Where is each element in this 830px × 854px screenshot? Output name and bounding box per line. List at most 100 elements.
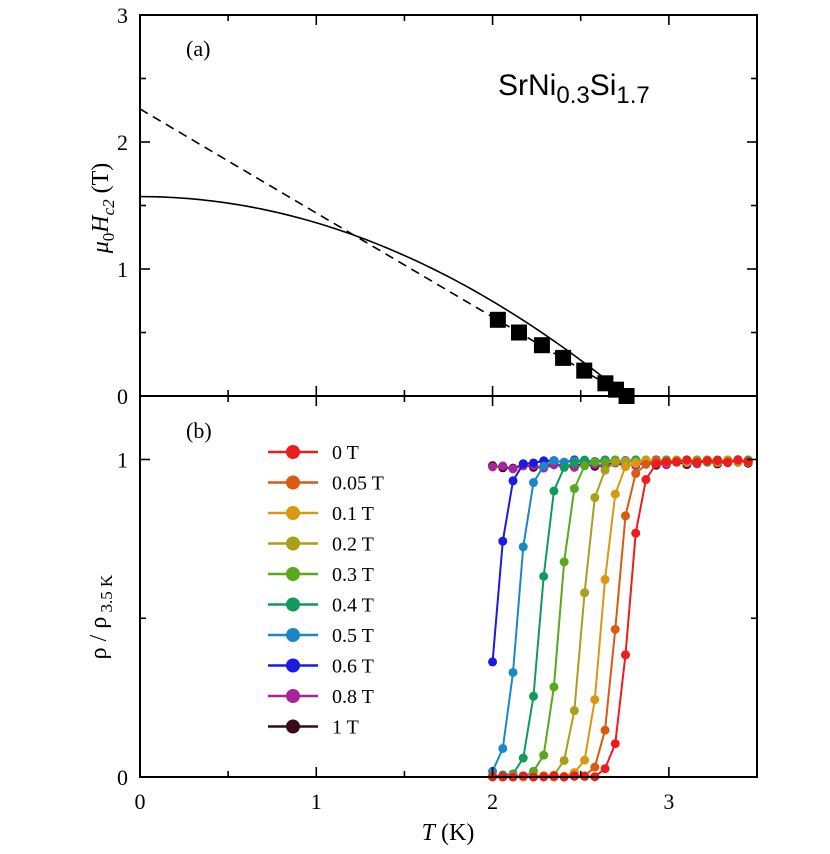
- b-frame: [139, 395, 758, 778]
- formula-sub1: 0.3: [556, 82, 589, 109]
- resistivity-point: [528, 691, 538, 701]
- resistivity-point: [559, 462, 569, 472]
- resistivity-point: [559, 755, 569, 765]
- resistivity-point: [723, 457, 733, 467]
- resistivity-point: [620, 511, 630, 521]
- legend-marker: [286, 628, 300, 642]
- resistivity-point: [743, 456, 753, 466]
- series-0p6T: [488, 455, 753, 667]
- x-tick-label: 0: [135, 789, 146, 814]
- resistivity-point: [620, 650, 630, 660]
- hc2-data-point: [489, 311, 506, 328]
- resistivity-point: [508, 476, 518, 486]
- legend-marker: [286, 567, 300, 581]
- legend-marker: [286, 597, 300, 612]
- resistivity-line: [491, 458, 749, 772]
- resistivity-point: [641, 459, 651, 469]
- resistivity-point: [713, 455, 723, 465]
- panel-b: 0 1 0 1 2 3 (b) 0 T 0.05 T 0.1 T 0.2 T 0.3 T 0.4 T…: [86, 395, 758, 846]
- legend-label: 0.6 T: [332, 656, 374, 678]
- resistivity-point: [508, 667, 518, 677]
- b-y-tick-label: 1: [117, 448, 128, 473]
- legend-label: 0 T: [332, 442, 359, 464]
- resistivity-point: [620, 462, 630, 472]
- resistivity-line: [491, 458, 749, 662]
- formula-sub2: 1.7: [616, 82, 649, 109]
- resistivity-line: [492, 458, 749, 778]
- resistivity-point: [539, 571, 549, 581]
- resistivity-line: [492, 458, 749, 779]
- legend-marker: [286, 719, 300, 734]
- resistivity-point: [692, 457, 702, 467]
- legend-item: 0.1 T: [268, 503, 374, 525]
- resistivity-line: [492, 458, 749, 779]
- legend-label: 1 T: [332, 717, 359, 739]
- resistivity-point: [600, 725, 610, 735]
- whh-fit-curve: [139, 195, 628, 397]
- resistivity-point: [733, 455, 743, 465]
- legend-marker: [286, 445, 300, 459]
- legend-item: 1 T: [268, 717, 359, 739]
- resistivity-point: [498, 461, 508, 471]
- resistivity-point: [580, 588, 590, 598]
- resistivity-point: [651, 459, 661, 469]
- legend-label: 0.05 T: [332, 473, 384, 495]
- resistivity-point: [549, 682, 559, 692]
- a-ylabel: μ0Hc2 (T): [88, 163, 118, 255]
- resistivity-point: [569, 484, 579, 494]
- x-axis-label: T (K): [422, 820, 475, 846]
- resistivity-point: [631, 459, 641, 468]
- resistivity-point: [631, 469, 641, 479]
- legend-marker: [286, 658, 300, 673]
- resistivity-point: [600, 457, 610, 467]
- a-ticks: [139, 14, 758, 397]
- legend-item: 0 T: [268, 442, 359, 464]
- resistivity-point: [600, 575, 610, 585]
- resistivity-point: [590, 457, 600, 467]
- resistivity-point: [580, 461, 590, 471]
- x-tick-label: 1: [311, 789, 322, 814]
- b-ticks: [139, 396, 758, 778]
- formula-base: SrNi: [498, 69, 556, 102]
- resistivity-point: [641, 475, 651, 484]
- legend-item: 0.3 T: [268, 564, 374, 586]
- x-tick-label: 2: [487, 789, 498, 814]
- resistivity-point: [682, 455, 692, 465]
- b-tick-labels: 0 1 0 1 2 3: [117, 448, 674, 815]
- resistivity-point: [672, 457, 682, 467]
- resistivity-point: [600, 465, 610, 475]
- resistivity-point: [559, 557, 569, 567]
- formula-mid: Si: [590, 69, 617, 102]
- resistivity-point: [518, 459, 528, 469]
- resistivity-point: [610, 739, 620, 749]
- legend-item: 0.2 T: [268, 534, 374, 556]
- resistivity-point: [610, 457, 620, 467]
- b-y-tick-label: 0: [117, 765, 128, 790]
- resistivity-point: [549, 456, 559, 466]
- legend-marker: [286, 506, 300, 520]
- resistivity-point: [580, 755, 590, 765]
- resistivity-point: [549, 771, 559, 781]
- legend-label: 0.5 T: [332, 625, 374, 647]
- resistivity-point: [549, 486, 559, 496]
- a-y-tick-label: 2: [117, 130, 128, 155]
- resistivity-point: [569, 458, 579, 468]
- resistivity-point: [498, 743, 508, 753]
- a-y-tick-label: 0: [117, 384, 128, 409]
- a-data-points: [489, 311, 635, 404]
- resistivity-point: [590, 762, 600, 772]
- legend-marker: [286, 689, 300, 703]
- resistivity-point: [610, 489, 620, 499]
- legend-marker: [286, 475, 300, 490]
- legend-item: 0.8 T: [268, 686, 374, 708]
- legend-label: 0.3 T: [332, 564, 374, 586]
- resistivity-point: [590, 493, 600, 503]
- legend-item: 0.5 T: [268, 625, 374, 647]
- a-y-tick-label: 1: [117, 257, 128, 282]
- resistivity-point: [518, 753, 528, 763]
- hc2-data-point: [533, 337, 550, 354]
- resistivity-point: [590, 695, 600, 705]
- resistivity-point: [610, 624, 620, 634]
- resistivity-point: [518, 771, 528, 781]
